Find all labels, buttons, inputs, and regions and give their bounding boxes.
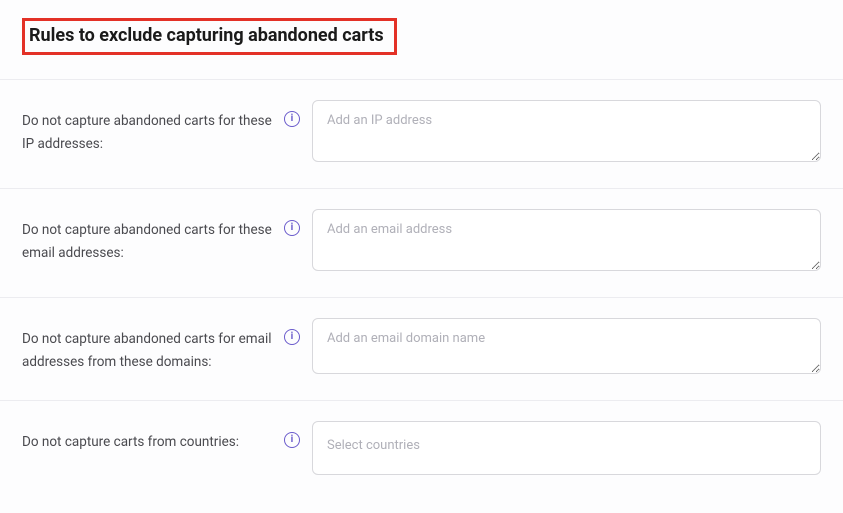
info-col: i [284, 100, 300, 127]
label-col: Do not capture abandoned carts for these… [22, 209, 272, 264]
info-icon[interactable]: i [284, 329, 300, 345]
label-col: Do not capture carts from countries: [22, 421, 272, 454]
input-col [312, 318, 821, 378]
input-col [312, 209, 821, 275]
rule-label-countries: Do not capture carts from countries: [22, 434, 239, 450]
rule-label-domain: Do not capture abandoned carts for email… [22, 331, 272, 370]
section-title: Rules to exclude capturing abandoned car… [29, 25, 384, 46]
rule-label-ip: Do not capture abandoned carts for these… [22, 113, 272, 152]
info-icon[interactable]: i [284, 111, 300, 127]
label-col: Do not capture abandoned carts for email… [22, 318, 272, 373]
email-domains-input[interactable] [312, 318, 821, 374]
info-col: i [284, 421, 300, 448]
info-col: i [284, 209, 300, 236]
rule-row-ip: Do not capture abandoned carts for these… [0, 80, 843, 188]
email-addresses-input[interactable] [312, 209, 821, 271]
info-icon[interactable]: i [284, 220, 300, 236]
info-col: i [284, 318, 300, 345]
info-icon[interactable]: i [284, 432, 300, 448]
rule-row-domain: Do not capture abandoned carts for email… [0, 298, 843, 400]
countries-select[interactable]: Select countries [312, 421, 821, 475]
input-col: Select countries [312, 421, 821, 475]
rule-row-email: Do not capture abandoned carts for these… [0, 189, 843, 297]
section-header: Rules to exclude capturing abandoned car… [0, 0, 843, 79]
ip-addresses-input[interactable] [312, 100, 821, 162]
rule-label-email: Do not capture abandoned carts for these… [22, 222, 272, 261]
input-col [312, 100, 821, 166]
label-col: Do not capture abandoned carts for these… [22, 100, 272, 155]
rule-row-countries: Do not capture carts from countries: i S… [0, 401, 843, 497]
title-highlight-box: Rules to exclude capturing abandoned car… [22, 18, 397, 55]
